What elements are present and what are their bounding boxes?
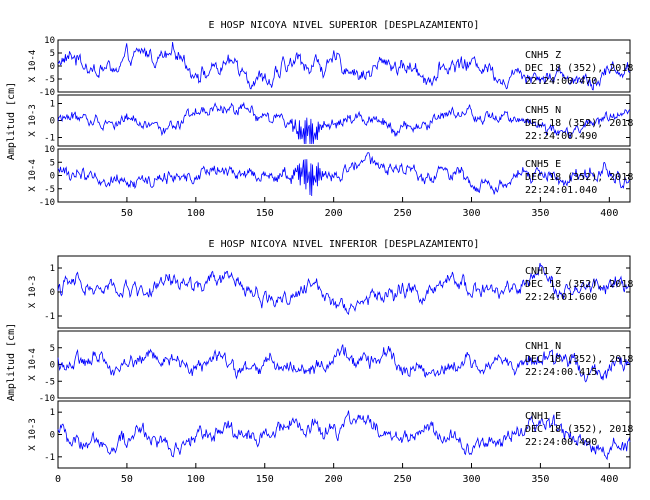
date-label: DEC 18 (352), 2018 bbox=[525, 63, 633, 74]
date-label: DEC 18 (352), 2018 bbox=[525, 279, 633, 290]
y-tick-label: -5 bbox=[44, 185, 55, 195]
x-tick-label: 400 bbox=[600, 474, 618, 485]
chart-title: E HOSP NICOYA NIVEL INFERIOR [DESPLAZAMI… bbox=[209, 239, 480, 250]
y-tick-label: 10 bbox=[44, 36, 55, 46]
y-tick-label: -10 bbox=[39, 88, 55, 98]
y-tick-label: 5 bbox=[50, 158, 55, 168]
x-tick-label: 100 bbox=[187, 474, 205, 485]
channel-label: CNH5 N bbox=[525, 105, 561, 116]
y-tick-label: 5 bbox=[50, 344, 55, 354]
y-tick-label: -1 bbox=[44, 453, 55, 463]
x-tick-label: 350 bbox=[531, 474, 549, 485]
time-label: 22:24:00.415 bbox=[525, 367, 597, 378]
trace-cnh1-n bbox=[57, 344, 631, 383]
time-label: 22:24:01.040 bbox=[525, 185, 597, 196]
x-tick-label: 150 bbox=[256, 208, 274, 219]
time-label: 22:24:00.470 bbox=[525, 76, 597, 87]
y-tick-label: 1 bbox=[50, 100, 55, 110]
scale-label: X 10-4 bbox=[28, 159, 38, 192]
x-tick-label: 200 bbox=[325, 474, 343, 485]
y-tick-label: -5 bbox=[44, 377, 55, 387]
channel-label: CNH1 E bbox=[525, 411, 561, 422]
y-tick-label: 0 bbox=[50, 431, 55, 441]
x-tick-label: 50 bbox=[121, 208, 133, 219]
y-tick-label: 10 bbox=[44, 145, 55, 155]
x-tick-label: 100 bbox=[187, 208, 205, 219]
x-tick-label: 250 bbox=[394, 208, 412, 219]
date-label: DEC 18 (352), 2018 bbox=[525, 354, 633, 365]
date-label: DEC 18 (352), 2018 bbox=[525, 424, 633, 435]
y-tick-label: 0 bbox=[50, 117, 55, 127]
trace-cnh5-n bbox=[57, 101, 631, 145]
y-tick-label: -1 bbox=[44, 134, 55, 144]
trace-cnh5-e bbox=[57, 152, 631, 197]
y-tick-label: -5 bbox=[44, 75, 55, 85]
y-tick-label: -10 bbox=[39, 394, 55, 404]
channel-label: CNH5 E bbox=[525, 159, 561, 170]
x-tick-label: 300 bbox=[462, 474, 480, 485]
y-axis-label: Amplitud [cm] bbox=[6, 323, 17, 401]
time-label: 22:24:01.600 bbox=[525, 292, 597, 303]
x-tick-label: 300 bbox=[462, 208, 480, 219]
x-tick-label: 200 bbox=[325, 208, 343, 219]
x-tick-label: 350 bbox=[531, 208, 549, 219]
scale-label: X 10-3 bbox=[28, 104, 38, 137]
y-tick-label: 0 bbox=[50, 288, 55, 298]
y-tick-label: -1 bbox=[44, 312, 55, 322]
time-label: 22:24:00.490 bbox=[525, 437, 597, 448]
x-tick-label: 400 bbox=[600, 208, 618, 219]
x-tick-label: 150 bbox=[256, 474, 274, 485]
y-tick-label: 1 bbox=[50, 408, 55, 418]
time-label: 22:24:00.490 bbox=[525, 131, 597, 142]
y-tick-label: 0 bbox=[50, 361, 55, 371]
x-tick-label: 250 bbox=[394, 474, 412, 485]
scale-label: X 10-3 bbox=[28, 276, 38, 309]
scale-label: X 10-3 bbox=[28, 418, 38, 451]
chart-title: E HOSP NICOYA NIVEL SUPERIOR [DESPLAZAMI… bbox=[209, 20, 480, 31]
date-label: DEC 18 (352), 2018 bbox=[525, 172, 633, 183]
channel-label: CNH1 N bbox=[525, 341, 561, 352]
channel-label: CNH5 Z bbox=[525, 50, 561, 61]
trace-cnh1-e bbox=[57, 410, 631, 461]
y-tick-label: 0 bbox=[50, 172, 55, 182]
trace-cnh1-z bbox=[57, 262, 631, 316]
x-tick-label: 50 bbox=[121, 474, 133, 485]
trace-cnh5-z bbox=[57, 42, 631, 91]
y-tick-label: 1 bbox=[50, 264, 55, 274]
scale-label: X 10-4 bbox=[28, 50, 38, 83]
y-tick-label: 5 bbox=[50, 49, 55, 59]
scale-label: X 10-4 bbox=[28, 348, 38, 381]
y-tick-label: -10 bbox=[39, 198, 55, 208]
x-tick-label: 0 bbox=[55, 474, 61, 485]
channel-label: CNH1 Z bbox=[525, 266, 561, 277]
y-axis-label: Amplitud [cm] bbox=[6, 82, 17, 160]
date-label: DEC 18 (352), 2018 bbox=[525, 118, 633, 129]
y-tick-label: 0 bbox=[50, 62, 55, 72]
